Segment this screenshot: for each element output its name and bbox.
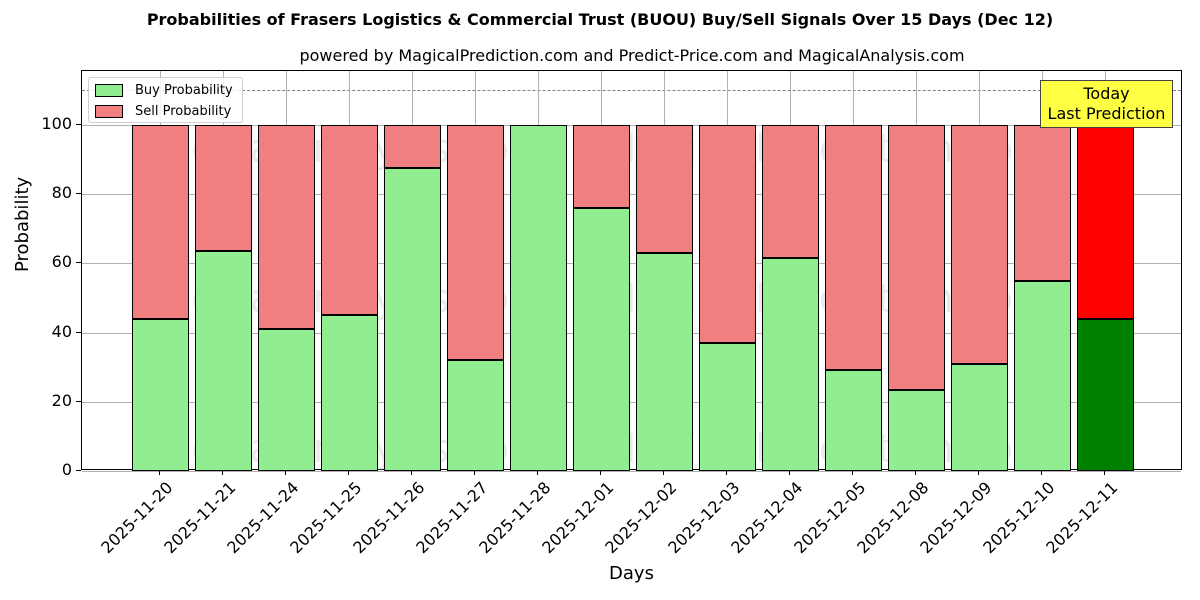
- y-tick-label: 100: [41, 113, 72, 133]
- gridline-horizontal: [82, 471, 1181, 472]
- gridline-horizontal: [82, 401, 1181, 403]
- sell-bar: [1076, 124, 1134, 319]
- y-tick-mark: [76, 331, 81, 333]
- legend-buy-label: Buy Probability: [135, 82, 233, 98]
- sell-bar: [824, 124, 882, 370]
- sell-bar: [761, 124, 819, 258]
- today-label: Today: [1083, 84, 1130, 103]
- y-axis-label: Probability: [12, 176, 33, 272]
- y-tick-mark: [76, 400, 81, 402]
- buy-bar: [257, 329, 315, 471]
- y-tick-mark: [76, 262, 81, 264]
- x-tick-mark: [978, 470, 979, 475]
- y-tick-label: 0: [61, 460, 72, 479]
- today-annotation: Today Last Prediction: [1040, 80, 1173, 128]
- plot-area: MagicalAnalysis.comMagicalPrediction.com…: [81, 70, 1182, 472]
- buy-bar: [635, 252, 693, 471]
- x-tick-mark: [789, 470, 790, 475]
- y-tick-label: 40: [51, 321, 72, 341]
- x-tick-mark: [474, 470, 475, 475]
- chart-subtitle: powered by MagicalPrediction.com and Pre…: [299, 46, 965, 65]
- buy-bar: [446, 360, 504, 471]
- legend-item-buy: Buy Probability: [95, 82, 233, 98]
- buy-bar: [320, 315, 378, 471]
- chart-title: Probabilities of Frasers Logistics & Com…: [146, 10, 1054, 29]
- last-prediction-label: Last Prediction: [1047, 104, 1166, 123]
- buy-bar: [761, 257, 819, 471]
- gridline-horizontal: [82, 124, 1181, 126]
- x-tick-mark: [663, 470, 664, 475]
- x-tick-mark: [411, 470, 412, 475]
- sell-bar: [698, 124, 756, 343]
- x-tick-mark: [537, 470, 538, 475]
- sell-bar: [572, 124, 630, 208]
- threshold-dashed-line: [82, 90, 1181, 92]
- legend-sell-label: Sell Probability: [135, 103, 232, 119]
- buy-bar: [572, 207, 630, 471]
- x-tick-mark: [222, 470, 223, 475]
- sell-bar: [446, 124, 504, 361]
- sell-bar: [950, 124, 1008, 364]
- y-tick-label: 20: [51, 390, 72, 410]
- sell-bar: [1013, 124, 1071, 281]
- x-tick-mark: [915, 470, 916, 475]
- sell-swatch-icon: [95, 104, 123, 118]
- sell-bar: [257, 124, 315, 330]
- x-tick-mark: [348, 470, 349, 475]
- x-tick-mark: [159, 470, 160, 475]
- sell-bar: [635, 124, 693, 253]
- legend-item-sell: Sell Probability: [95, 103, 231, 119]
- buy-bar: [824, 369, 882, 471]
- y-tick-label: 80: [51, 183, 72, 203]
- y-tick-mark: [76, 123, 81, 125]
- buy-bar: [1013, 280, 1071, 471]
- sell-bar: [383, 124, 441, 168]
- y-tick-mark: [76, 193, 81, 195]
- buy-bar: [383, 167, 441, 471]
- legend: Buy Probability Sell Probability: [88, 77, 243, 123]
- buy-bar: [1076, 318, 1134, 471]
- buy-bar: [887, 389, 945, 471]
- sell-bar: [194, 124, 252, 251]
- buy-bar: [950, 363, 1008, 471]
- x-tick-mark: [285, 470, 286, 475]
- y-tick-mark: [76, 470, 81, 471]
- y-tick-label: 60: [51, 252, 72, 272]
- gridline-horizontal: [82, 332, 1181, 334]
- sell-bar: [887, 124, 945, 390]
- gridline-horizontal: [82, 263, 1181, 265]
- x-tick-mark: [852, 470, 853, 475]
- x-tick-mark: [726, 470, 727, 475]
- sell-bar: [320, 124, 378, 316]
- sell-bar: [131, 124, 189, 319]
- gridline-horizontal: [82, 194, 1181, 196]
- buy-bar: [131, 318, 189, 471]
- buy-bar: [698, 342, 756, 471]
- buy-bar: [509, 124, 567, 471]
- x-tick-mark: [600, 470, 601, 475]
- x-tick-mark: [1104, 470, 1105, 475]
- x-tick-mark: [1041, 470, 1042, 475]
- buy-swatch-icon: [95, 83, 123, 97]
- buy-bar: [194, 250, 252, 471]
- x-axis-label: Days: [609, 563, 654, 584]
